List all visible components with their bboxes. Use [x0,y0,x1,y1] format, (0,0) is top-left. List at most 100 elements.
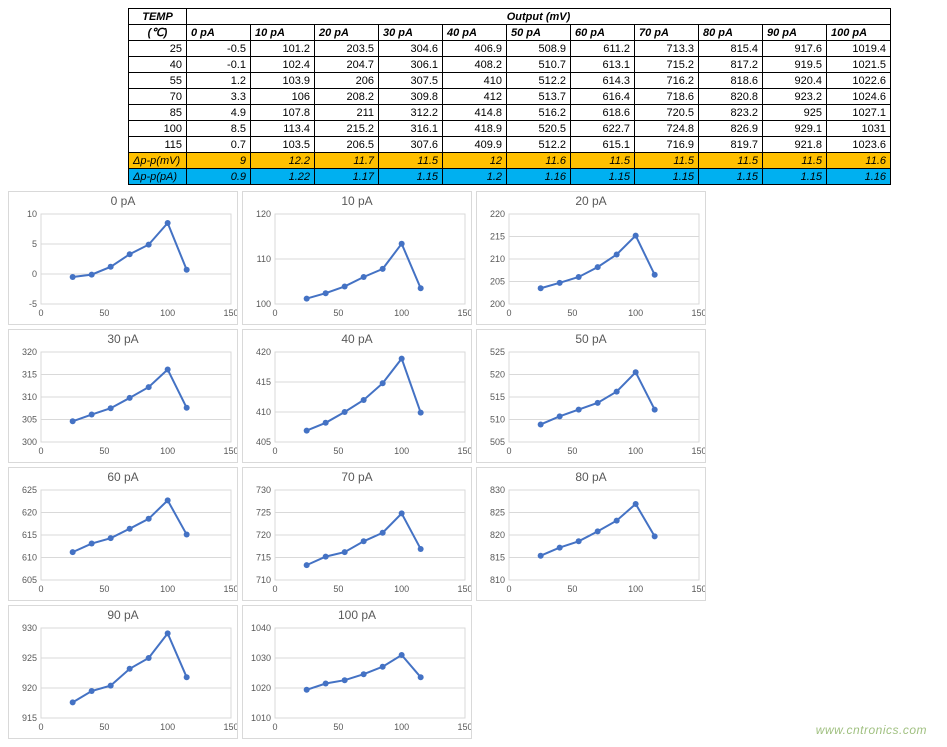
data-cell: 815.4 [699,41,763,57]
col-header: 90 pA [763,25,827,41]
svg-text:50: 50 [99,722,109,732]
svg-text:50: 50 [333,308,343,318]
svg-text:815: 815 [490,553,505,563]
chart-title: 10 pA [243,194,471,208]
data-cell: 102.4 [251,57,315,73]
svg-text:615: 615 [22,530,37,540]
data-cell: 718.6 [635,89,699,105]
col-header: 0 pA [187,25,251,41]
data-cell: 616.4 [571,89,635,105]
svg-text:320: 320 [22,347,37,357]
chart-box: 30 pA300305310315320050100150 [8,329,238,463]
svg-text:505: 505 [490,437,505,447]
svg-text:150: 150 [223,446,237,456]
chart-box: 90 pA915920925930050100150 [8,605,238,739]
dpp-pa-cell: 1.16 [507,169,571,185]
svg-text:0: 0 [38,584,43,594]
svg-text:720: 720 [256,530,271,540]
output-header: Output (mV) [187,9,891,25]
data-cell: 724.8 [635,121,699,137]
svg-text:405: 405 [256,437,271,447]
svg-text:205: 205 [490,277,505,287]
svg-text:0: 0 [506,584,511,594]
data-cell: 622.7 [571,121,635,137]
svg-text:410: 410 [256,407,271,417]
data-cell: 1022.6 [827,73,891,89]
svg-text:1030: 1030 [251,653,271,663]
dpp-mv-cell: 11.6 [827,153,891,169]
chart-svg: 915920925930050100150 [9,622,237,736]
svg-text:920: 920 [22,683,37,693]
data-cell: 923.2 [763,89,827,105]
chart-box: 60 pA605610615620625050100150 [8,467,238,601]
col-header: 50 pA [507,25,571,41]
data-cell: 1023.6 [827,137,891,153]
svg-text:215: 215 [490,232,505,242]
data-cell: 1.2 [187,73,251,89]
svg-text:0: 0 [38,722,43,732]
temp-cell: 40 [129,57,187,73]
svg-text:150: 150 [457,722,471,732]
table-row: 25-0.5101.2203.5304.6406.9508.9611.2713.… [129,41,891,57]
data-cell: 508.9 [507,41,571,57]
data-cell: 615.1 [571,137,635,153]
svg-text:0: 0 [506,446,511,456]
dpp-mv-cell: 11.6 [507,153,571,169]
svg-text:1020: 1020 [251,683,271,693]
data-cell: 823.2 [699,105,763,121]
page: TEMPOutput (mV)(℃)0 pA10 pA20 pA30 pA40 … [8,8,939,739]
svg-text:925: 925 [22,653,37,663]
svg-text:810: 810 [490,575,505,585]
svg-text:50: 50 [99,446,109,456]
svg-text:0: 0 [32,269,37,279]
dpp-mv-row: Δp-p(mV)912.211.711.51211.611.511.511.51… [129,153,891,169]
svg-text:100: 100 [394,722,409,732]
svg-text:150: 150 [457,446,471,456]
svg-text:610: 610 [22,553,37,563]
data-cell: 206.5 [315,137,379,153]
svg-text:0: 0 [272,446,277,456]
svg-text:150: 150 [457,584,471,594]
svg-text:725: 725 [256,508,271,518]
dpp-mv-cell: 11.5 [379,153,443,169]
dpp-pa-cell: 1.15 [571,169,635,185]
svg-text:420: 420 [256,347,271,357]
svg-text:110: 110 [257,254,271,264]
svg-text:0: 0 [38,446,43,456]
svg-text:315: 315 [22,370,37,380]
chart-box: 0 pA-50510050100150 [8,191,238,325]
data-cell: 418.9 [443,121,507,137]
chart-svg: 405410415420050100150 [243,346,471,460]
svg-text:100: 100 [160,308,175,318]
chart-title: 20 pA [477,194,705,208]
chart-title: 60 pA [9,470,237,484]
data-cell: 818.6 [699,73,763,89]
data-cell: 826.9 [699,121,763,137]
chart-box: 100 pA1010102010301040050100150 [242,605,472,739]
svg-text:300: 300 [22,437,37,447]
data-cell: -0.1 [187,57,251,73]
svg-text:100: 100 [160,584,175,594]
data-cell: 512.2 [507,73,571,89]
svg-text:605: 605 [22,575,37,585]
svg-text:1040: 1040 [251,623,271,633]
data-cell: 414.8 [443,105,507,121]
svg-text:0: 0 [272,584,277,594]
dpp-mv-cell: 11.5 [571,153,635,169]
svg-text:100: 100 [628,308,643,318]
dpp-mv-cell: 11.7 [315,153,379,169]
chart-box: 80 pA810815820825830050100150 [476,467,706,601]
svg-text:150: 150 [223,584,237,594]
chart-title: 50 pA [477,332,705,346]
dpp-mv-label: Δp-p(mV) [129,153,187,169]
table-row: 551.2103.9206307.5410512.2614.3716.2818.… [129,73,891,89]
svg-text:310: 310 [22,392,37,402]
data-cell: -0.5 [187,41,251,57]
svg-text:915: 915 [22,713,37,723]
data-cell: 920.4 [763,73,827,89]
data-cell: 611.2 [571,41,635,57]
svg-text:930: 930 [22,623,37,633]
data-cell: 1019.4 [827,41,891,57]
svg-text:625: 625 [22,485,37,495]
data-cell: 817.2 [699,57,763,73]
